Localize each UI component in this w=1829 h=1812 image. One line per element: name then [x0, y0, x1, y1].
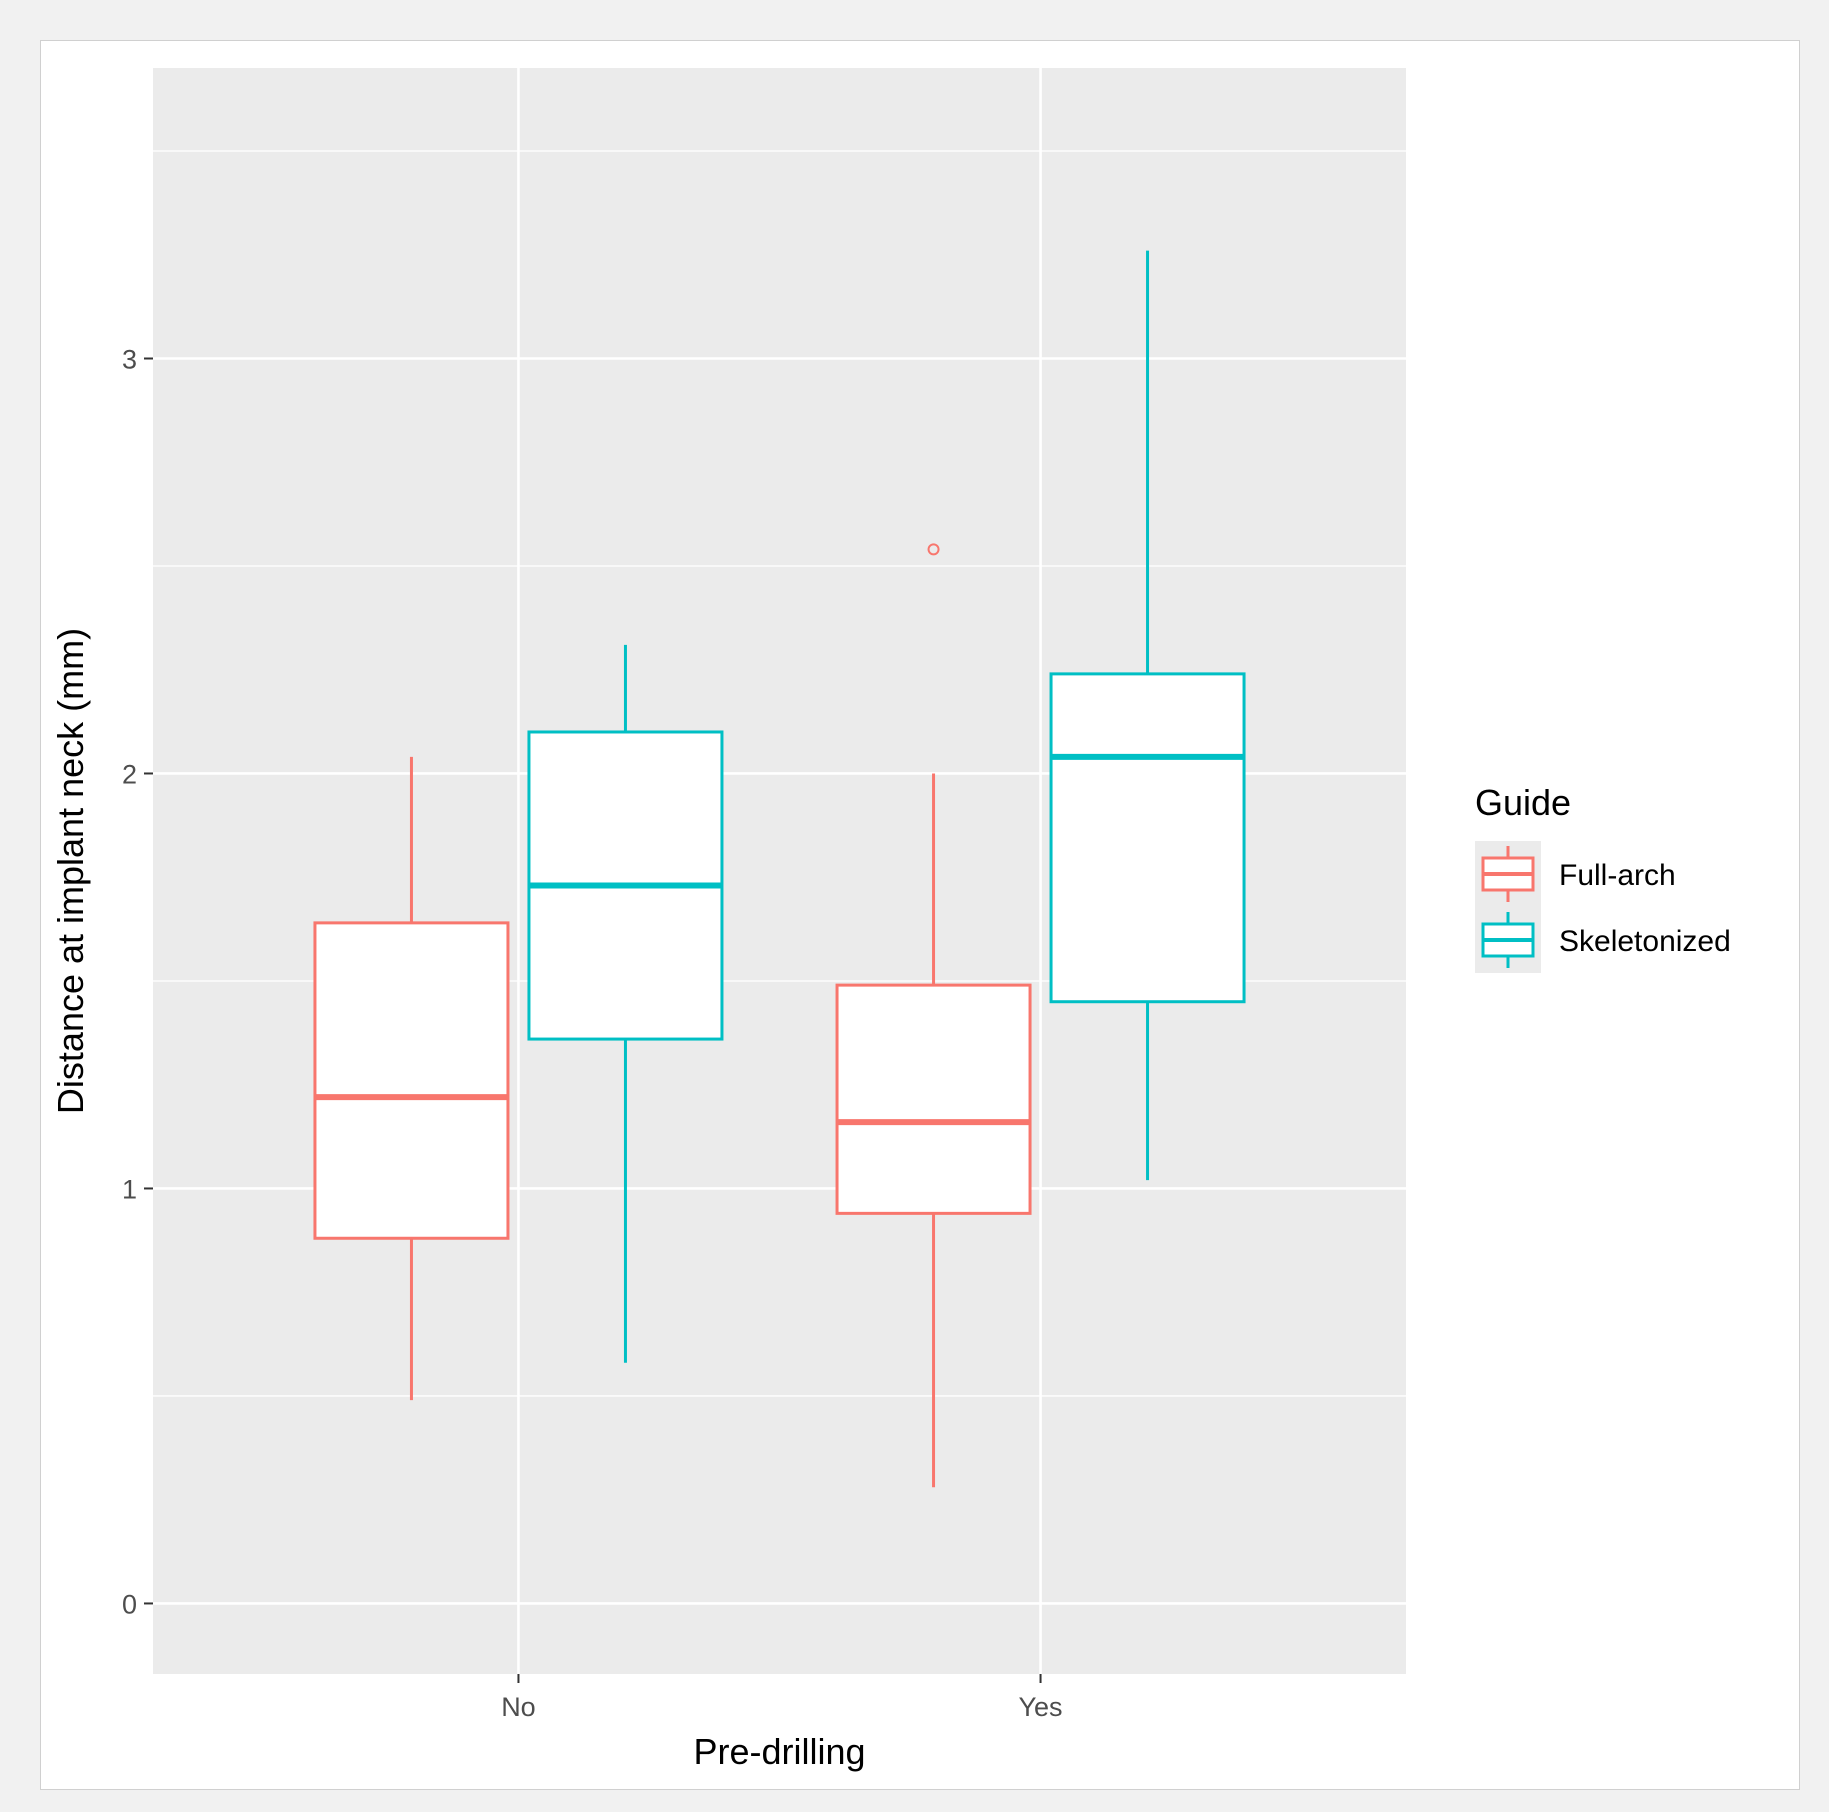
x-tick-label-yes: Yes: [1019, 1692, 1063, 1722]
box-skeletonized-yes: [1049, 250, 1246, 1181]
legend: Guide Full-arch Skeletonized: [1475, 782, 1731, 973]
box-skeletonized-no: [527, 644, 724, 1363]
x-tick-label-no: No: [501, 1692, 536, 1722]
legend-label-skeletonized: Skeletonized: [1559, 925, 1731, 958]
legend-title: Guide: [1475, 782, 1571, 823]
boxes-layer: [313, 250, 1246, 1488]
legend-label-full-arch: Full-arch: [1559, 859, 1676, 892]
legend-key-skeletonized: [1481, 912, 1535, 968]
legend-keys: [1481, 846, 1535, 968]
box-full-arch-no: [313, 756, 510, 1401]
box-skeletonized-yes-iqr-rect: [1049, 672, 1246, 1004]
y-tick-label: 1: [122, 1174, 137, 1204]
box-full-arch-yes: [835, 543, 1032, 1488]
figure-frame: 0 1 2 3 No Yes Pre-drilling Distance at impl…: [40, 40, 1800, 1790]
box-full-arch-yes-iqr-rect: [835, 983, 1032, 1215]
y-tick-label: 2: [122, 759, 137, 789]
legend-key-full-arch: [1481, 846, 1535, 902]
y-axis: 0 1 2 3: [122, 344, 153, 1619]
boxplot-chart: 0 1 2 3 No Yes Pre-drilling Distance at impl…: [50, 68, 1731, 1772]
box-full-arch-yes-outlier-0: [927, 543, 940, 556]
x-axis: No Yes: [501, 1674, 1063, 1722]
y-tick-label: 0: [122, 1589, 137, 1619]
x-axis-title: Pre-drilling: [693, 1731, 865, 1772]
box-full-arch-no-iqr-rect: [313, 921, 510, 1240]
y-tick-label: 3: [122, 344, 137, 374]
y-axis-title: Distance at implant neck (mm): [50, 628, 91, 1114]
